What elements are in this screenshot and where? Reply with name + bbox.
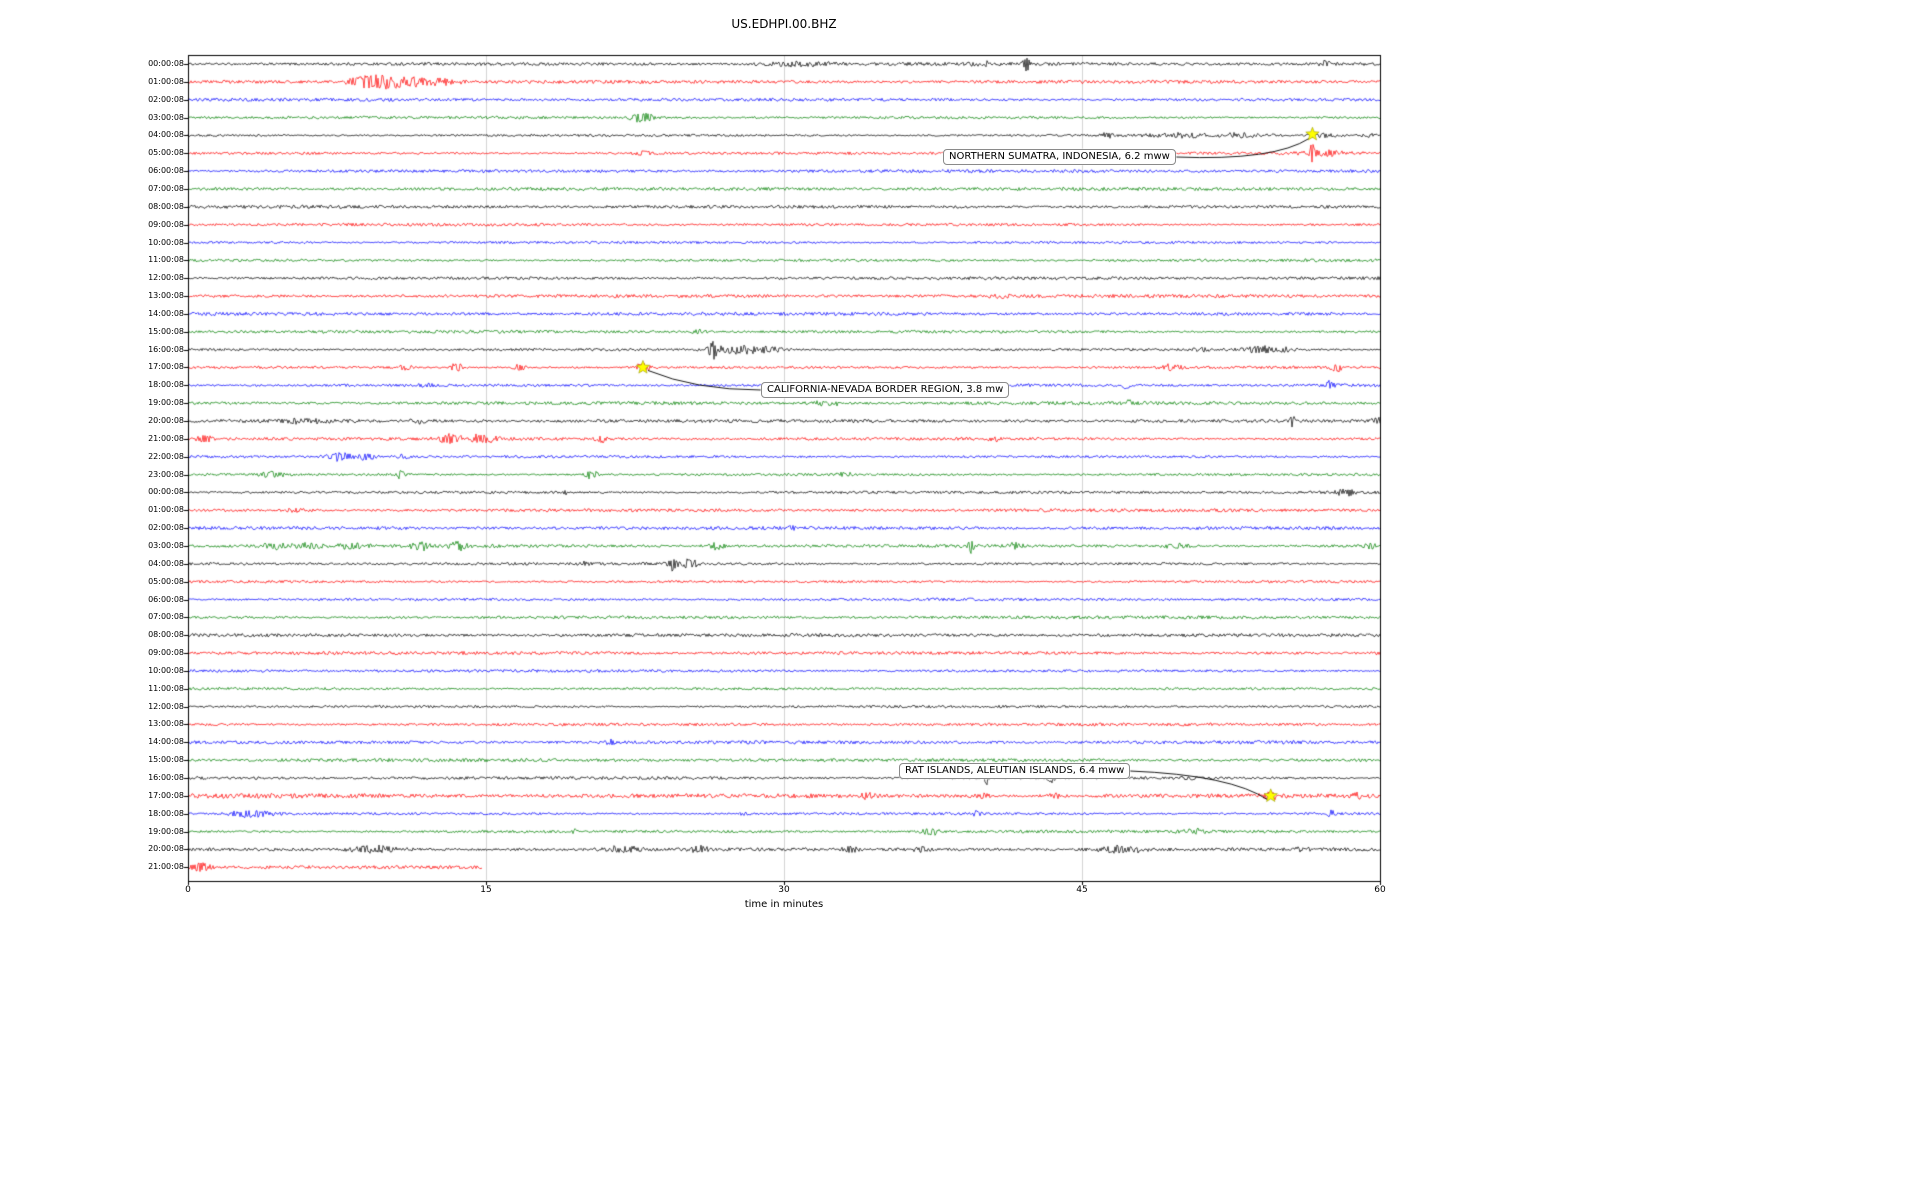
row-time-label: 22:00:08 [148, 451, 184, 461]
row-time-label: 13:00:08 [148, 719, 184, 729]
row-time-label: 19:00:08 [148, 826, 184, 836]
row-time-label: 01:00:08 [148, 76, 184, 86]
row-time-label: 20:00:08 [148, 844, 184, 854]
event-annotation: CALIFORNIA-NEVADA BORDER REGION, 3.8 mw [761, 382, 1010, 398]
row-time-label: 06:00:08 [148, 166, 184, 176]
x-tick-label: 30 [778, 885, 790, 895]
row-time-label: 23:00:08 [148, 469, 184, 479]
row-time-label: 18:00:08 [148, 380, 184, 390]
row-time-label: 15:00:08 [148, 326, 184, 336]
row-time-label: 12:00:08 [148, 273, 184, 283]
row-time-label: 08:00:08 [148, 630, 184, 640]
row-time-label: 03:00:08 [148, 540, 184, 550]
row-time-label: 04:00:08 [148, 130, 184, 140]
x-tick-label: 0 [185, 885, 191, 895]
x-axis-label: time in minutes [744, 899, 824, 910]
row-time-label: 16:00:08 [148, 344, 184, 354]
row-time-label: 00:00:08 [148, 487, 184, 497]
row-time-label: 21:00:08 [148, 433, 184, 443]
row-time-label: 17:00:08 [148, 362, 184, 372]
row-time-label: 13:00:08 [148, 291, 184, 301]
row-time-label: 18:00:08 [148, 808, 184, 818]
row-time-label: 10:00:08 [148, 665, 184, 675]
row-time-label: 14:00:08 [148, 737, 184, 747]
row-time-label: 05:00:08 [148, 576, 184, 586]
x-tick-label: 60 [1374, 885, 1386, 895]
event-annotation: NORTHERN SUMATRA, INDONESIA, 6.2 mww [943, 149, 1176, 165]
row-time-label: 05:00:08 [148, 148, 184, 158]
row-time-label: 09:00:08 [148, 219, 184, 229]
row-time-label: 06:00:08 [148, 594, 184, 604]
row-time-label: 02:00:08 [148, 523, 184, 533]
row-time-label: 07:00:08 [148, 183, 184, 193]
event-annotation: RAT ISLANDS, ALEUTIAN ISLANDS, 6.4 mww [899, 763, 1131, 779]
x-tick-label: 45 [1076, 885, 1088, 895]
row-time-label: 14:00:08 [148, 308, 184, 318]
row-time-label: 15:00:08 [148, 755, 184, 765]
row-time-label: 00:00:08 [148, 59, 184, 68]
row-time-label: 02:00:08 [148, 94, 184, 104]
row-time-label: 21:00:08 [148, 862, 184, 872]
row-time-label: 16:00:08 [148, 773, 184, 782]
row-time-label: 08:00:08 [148, 201, 184, 211]
row-time-label: 01:00:08 [148, 505, 184, 515]
chart-title: US.EDHPI.00.BHZ [731, 17, 837, 31]
row-time-label: 09:00:08 [148, 648, 184, 658]
row-time-label: 11:00:08 [148, 683, 184, 693]
row-time-label: 04:00:08 [148, 558, 184, 568]
row-time-label: 20:00:08 [148, 416, 184, 425]
x-tick-label: 15 [480, 885, 492, 895]
row-time-label: 03:00:08 [148, 112, 184, 122]
row-time-label: 11:00:08 [148, 255, 184, 265]
row-time-label: 12:00:08 [148, 701, 184, 711]
row-time-label: 17:00:08 [148, 790, 184, 800]
row-time-label: 10:00:08 [148, 237, 184, 247]
row-time-label: 19:00:08 [148, 398, 184, 408]
row-time-label: 07:00:08 [148, 612, 184, 622]
